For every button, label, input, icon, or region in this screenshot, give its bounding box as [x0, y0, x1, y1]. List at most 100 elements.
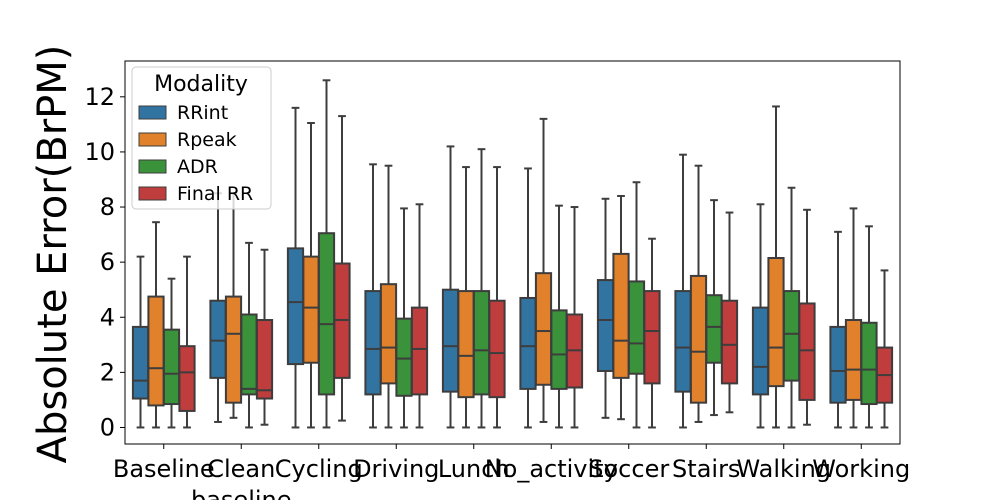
legend-label: ADR [177, 156, 218, 178]
box-body [457, 290, 475, 399]
box-rpeak-5 [534, 117, 553, 423]
y-tick-label: 8 [100, 193, 115, 221]
box-body [829, 325, 847, 404]
box-body [627, 280, 646, 375]
box-body [395, 317, 413, 397]
box-body [674, 290, 692, 393]
x-tick-label: Stairs [672, 455, 740, 483]
x-tick-label: No_activity [485, 455, 618, 483]
box-body [364, 290, 382, 396]
x-tick-label: Working [812, 455, 910, 483]
box-body [705, 294, 723, 364]
box-body [751, 306, 770, 396]
box-body [224, 295, 243, 404]
box-final-rr-1 [255, 248, 274, 426]
box-body [782, 290, 801, 382]
box-final-rr-3 [410, 203, 429, 429]
box-body [240, 313, 258, 396]
box-adr-3 [395, 207, 413, 429]
box-rrint-4 [441, 145, 460, 429]
legend-label: Rpeak [177, 129, 237, 151]
box-rrint-1 [209, 192, 227, 423]
box-body [550, 309, 568, 390]
legend: Modality RRint Rpeak ADR Final RR [131, 66, 272, 210]
box-body [534, 272, 553, 386]
box-body [255, 319, 274, 400]
y-tick-label: 4 [100, 303, 115, 331]
box-adr-0 [162, 277, 181, 429]
box-adr-6 [627, 181, 646, 429]
box-adr-8 [782, 186, 801, 429]
legend-swatch [138, 132, 167, 147]
box-body [612, 252, 630, 379]
box-adr-5 [550, 204, 568, 429]
box-rpeak-9 [844, 207, 863, 429]
box-rpeak-2 [302, 121, 320, 429]
x-tick-label: Walking [736, 455, 831, 483]
y-axis: 0 2 4 6 8 10 12 [84, 83, 125, 441]
legend-frame [131, 66, 272, 210]
box-body [689, 274, 708, 404]
box-final-rr-6 [643, 237, 661, 429]
plot-area [124, 60, 901, 445]
box-rpeak-6 [612, 195, 630, 421]
box-body [162, 328, 181, 406]
plot-frame [124, 60, 901, 445]
box-rpeak-0 [147, 221, 165, 429]
box-rrint-9 [829, 230, 847, 429]
box-final-rr-9 [875, 269, 894, 429]
box-body [798, 302, 816, 401]
box-rrint-3 [364, 163, 382, 429]
box-final-rr-7 [720, 211, 739, 414]
legend-label: RRint [177, 102, 228, 124]
box-body [643, 290, 661, 385]
box-rrint-0 [131, 255, 150, 429]
box-body [317, 232, 336, 396]
box-body [147, 295, 165, 407]
legend-title: Modality [154, 72, 248, 97]
box-rpeak-4 [457, 166, 475, 429]
y-tick-label: 12 [84, 83, 115, 111]
box-rrint-6 [596, 197, 615, 419]
box-body [472, 290, 491, 396]
box-body [441, 288, 460, 393]
box-body [209, 299, 227, 379]
box-adr-7 [705, 199, 723, 417]
box-body [596, 279, 615, 372]
box-rrint-7 [674, 153, 692, 429]
box-adr-9 [860, 225, 878, 429]
box-body [767, 257, 785, 388]
box-body [131, 325, 150, 400]
box-adr-4 [472, 148, 491, 429]
box-rrint-8 [751, 203, 770, 429]
box-body [720, 299, 739, 385]
box-body [286, 247, 305, 366]
box-body [488, 299, 506, 399]
x-tick-label: Cycling [275, 455, 363, 483]
legend-swatch [138, 186, 167, 201]
box-rpeak-8 [767, 105, 785, 429]
y-tick-label: 10 [84, 138, 115, 166]
box-body [178, 345, 196, 412]
box-final-rr-2 [333, 115, 351, 422]
box-final-rr-4 [488, 166, 506, 429]
box-final-rr-5 [565, 206, 584, 429]
y-tick-label: 2 [100, 358, 115, 386]
box-body [302, 255, 320, 364]
x-tick-label: Soccer [588, 455, 669, 483]
x-tick-label: Driving [353, 455, 439, 483]
box-final-rr-0 [178, 255, 196, 429]
y-axis-label: Absolute Error(BrPM) [30, 45, 76, 464]
box-rrint-5 [519, 167, 537, 429]
y-tick-label: 0 [100, 413, 115, 441]
x-tick-label: baseline [191, 486, 292, 500]
box-body [860, 321, 878, 406]
box-adr-1 [240, 241, 258, 429]
box-body [844, 319, 863, 401]
box-final-rr-8 [798, 208, 816, 426]
y-tick-label: 6 [100, 248, 115, 276]
legend-swatch [138, 105, 167, 120]
x-tick-label: Lunch [438, 455, 510, 483]
